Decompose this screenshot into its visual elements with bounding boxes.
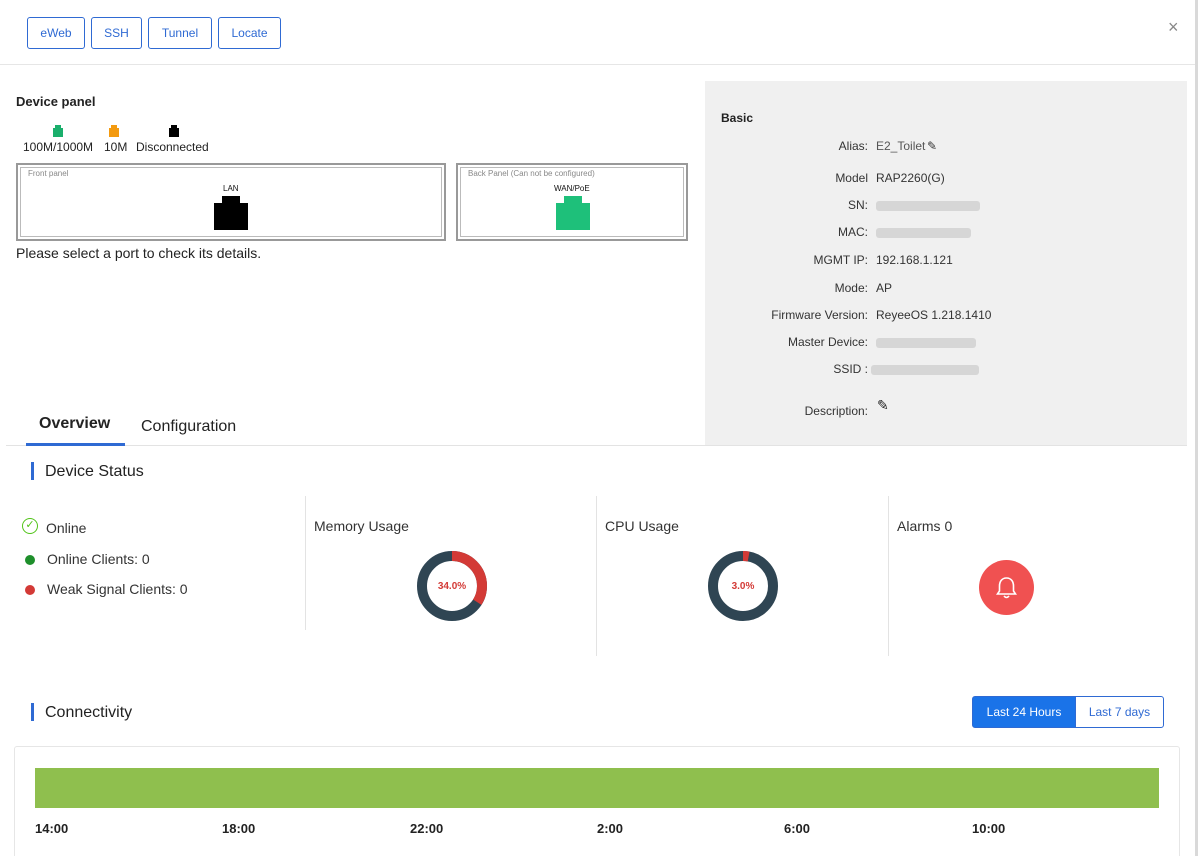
device-status-marker — [31, 462, 34, 480]
range-last-7-days-button[interactable]: Last 7 days — [1075, 696, 1164, 728]
description-label: Description: — [804, 404, 868, 418]
legend-disconnected-label: Disconnected — [136, 140, 209, 154]
status-divider-3 — [888, 496, 889, 656]
back-panel: Back Panel (Can not be configured) WAN/P… — [456, 163, 688, 241]
modal-toolbar: eWeb SSH Tunnel Locate × — [0, 0, 1198, 65]
legend-disconnected-icon — [169, 125, 179, 137]
memory-donut-used-arc — [417, 551, 487, 621]
model-label: Model — [835, 171, 868, 185]
mgmt-ip-label: MGMT IP: — [813, 253, 868, 267]
mode-value: AP — [876, 281, 893, 295]
basic-title: Basic — [721, 111, 754, 125]
firmware-label: Firmware Version: — [771, 308, 868, 322]
device-panel-title: Device panel — [16, 94, 96, 109]
legend-10m-label: 10M — [104, 140, 128, 154]
tunnel-button[interactable]: Tunnel — [148, 17, 212, 49]
connectivity-marker — [31, 703, 34, 721]
connectivity-online-bar — [35, 768, 1159, 808]
time-tick: 2:00 — [597, 821, 624, 836]
scrollbar-edge — [1195, 0, 1198, 856]
bell-icon — [996, 577, 1017, 599]
model-value: RAP2260(G) — [876, 171, 945, 185]
time-tick: 10:00 — [972, 821, 1006, 836]
mode-label: Mode: — [834, 281, 868, 295]
time-tick: 22:00 — [410, 821, 444, 836]
mgmt-ip-value: 192.168.1.121 — [876, 253, 953, 267]
memory-usage-donut: 34.0% — [417, 551, 487, 621]
cpu-usage-value: 3.0% — [732, 581, 755, 592]
edit-description-icon[interactable]: ✎ — [877, 397, 889, 413]
memory-usage-value: 34.0% — [438, 581, 466, 592]
range-last-24-hours-button[interactable]: Last 24 Hours — [972, 696, 1076, 728]
legend-100m-label: 100M/1000M — [23, 140, 94, 154]
ssid-label: SSID : — [833, 362, 868, 376]
lan-port-label: LAN — [223, 184, 239, 193]
wan-port-label: WAN/PoE — [554, 184, 590, 193]
sn-label: SN: — [847, 198, 868, 212]
front-panel-caption: Front panel — [28, 169, 69, 178]
alarm-bell-button[interactable] — [979, 560, 1034, 615]
locate-button[interactable]: Locate — [218, 17, 281, 49]
master-device-value-redacted — [876, 338, 976, 348]
online-clients-dot-icon — [25, 555, 35, 565]
tab-overview[interactable]: Overview — [39, 415, 111, 432]
alias-label: Alias: — [838, 139, 868, 153]
status-divider-2 — [596, 496, 597, 656]
time-tick: 14:00 — [35, 821, 69, 836]
close-icon[interactable]: × — [1168, 17, 1179, 37]
content-divider — [705, 445, 1187, 446]
firmware-value: ReyeeOS 1.218.1410 — [876, 308, 992, 322]
memory-usage-label: Memory Usage — [314, 518, 409, 534]
legend-10m-icon — [109, 125, 119, 137]
alias-value: E2_Toilet — [876, 139, 926, 153]
port-hint: Please select a port to check its detail… — [16, 245, 262, 261]
time-tick: 18:00 — [222, 821, 256, 836]
connectivity-title: Connectivity — [45, 704, 133, 721]
front-panel: Front panel LAN — [16, 163, 446, 241]
tabs-divider — [6, 445, 705, 446]
device-status-title: Device Status — [45, 463, 144, 480]
time-tick: 6:00 — [784, 821, 811, 836]
cpu-usage-label: CPU Usage — [605, 518, 679, 534]
edit-alias-icon[interactable]: ✎ — [927, 139, 938, 153]
status-divider-1 — [305, 496, 306, 630]
tab-overview-underline — [26, 443, 125, 446]
alarms-label: Alarms 0 — [897, 518, 953, 534]
connectivity-chart — [14, 746, 1180, 856]
weak-signal-clients: Weak Signal Clients: 0 — [47, 581, 188, 597]
sn-value-redacted — [876, 201, 980, 211]
online-check-icon: ✓ — [22, 518, 38, 534]
online-status: Online — [46, 520, 87, 536]
tab-configuration[interactable]: Configuration — [141, 418, 237, 435]
weak-signal-dot-icon — [25, 585, 35, 595]
ssh-button[interactable]: SSH — [91, 17, 142, 49]
master-device-label: Master Device: — [787, 335, 868, 349]
mac-value-redacted — [876, 228, 971, 238]
ssid-value-redacted — [871, 365, 979, 375]
online-clients: Online Clients: 0 — [47, 551, 150, 567]
cpu-donut-used-arc — [708, 551, 778, 621]
back-panel-caption: Back Panel (Can not be configured) — [468, 169, 595, 178]
cpu-usage-donut: 3.0% — [708, 551, 778, 621]
mac-label: MAC: — [838, 225, 868, 239]
eweb-button[interactable]: eWeb — [27, 17, 85, 49]
basic-info-panel: Basic Alias: E2_Toilet ✎ Model RAP2260(G… — [705, 81, 1187, 445]
legend-100m-icon — [53, 125, 63, 137]
